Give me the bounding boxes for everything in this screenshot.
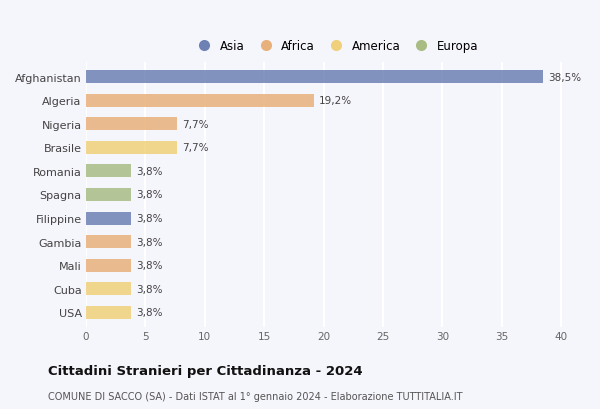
Bar [86, 259, 131, 272]
Bar [86, 189, 131, 202]
Text: 3,8%: 3,8% [136, 261, 163, 270]
Bar [86, 165, 131, 178]
Legend: Asia, Africa, America, Europa: Asia, Africa, America, Europa [190, 38, 481, 55]
Text: 7,7%: 7,7% [182, 119, 209, 129]
Text: 7,7%: 7,7% [182, 143, 209, 153]
Bar [86, 236, 131, 249]
Text: 3,8%: 3,8% [136, 213, 163, 223]
Text: COMUNE DI SACCO (SA) - Dati ISTAT al 1° gennaio 2024 - Elaborazione TUTTITALIA.I: COMUNE DI SACCO (SA) - Dati ISTAT al 1° … [48, 391, 463, 401]
Bar [86, 306, 131, 319]
Text: Cittadini Stranieri per Cittadinanza - 2024: Cittadini Stranieri per Cittadinanza - 2… [48, 364, 362, 377]
Bar [86, 94, 314, 107]
Text: 3,8%: 3,8% [136, 284, 163, 294]
Text: 19,2%: 19,2% [319, 96, 352, 106]
Bar [86, 283, 131, 296]
Bar [86, 71, 544, 84]
Text: 3,8%: 3,8% [136, 308, 163, 318]
Text: 3,8%: 3,8% [136, 190, 163, 200]
Bar [86, 118, 178, 131]
Text: 3,8%: 3,8% [136, 166, 163, 176]
Text: 3,8%: 3,8% [136, 237, 163, 247]
Bar [86, 142, 178, 154]
Bar [86, 212, 131, 225]
Text: 38,5%: 38,5% [548, 72, 581, 82]
